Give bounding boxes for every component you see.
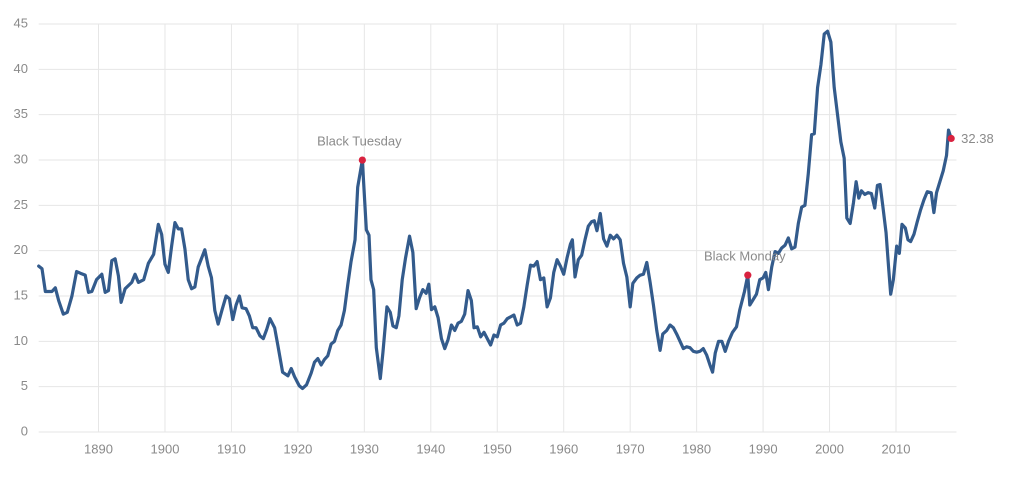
- y-tick-label: 10: [14, 333, 28, 348]
- x-tick-label: 1910: [217, 441, 246, 456]
- x-tick-label: 1960: [549, 441, 578, 456]
- x-tick-label: 1890: [84, 441, 113, 456]
- x-tick-label: 2000: [815, 441, 844, 456]
- y-tick-label: 40: [14, 61, 28, 76]
- x-tick-label: 1900: [151, 441, 180, 456]
- x-tick-label: 1980: [682, 441, 711, 456]
- y-tick-label: 20: [14, 242, 28, 257]
- x-tick-label: 1930: [350, 441, 379, 456]
- x-tick-label: 1920: [283, 441, 312, 456]
- annotation-marker: [358, 156, 366, 164]
- annotation-label: Black Tuesday: [317, 134, 402, 149]
- annotation-label: Black Monday: [704, 249, 786, 264]
- line-series: [37, 29, 953, 391]
- y-tick-label: 15: [14, 287, 28, 302]
- y-tick-label: 0: [21, 423, 28, 438]
- annotation-marker: [947, 134, 955, 143]
- x-tick-label: 1990: [749, 441, 778, 456]
- y-tick-label: 45: [14, 15, 28, 30]
- y-tick-label: 5: [21, 378, 28, 393]
- x-tick-label: 1970: [616, 441, 645, 456]
- x-tick-label: 1940: [416, 441, 445, 456]
- annotation-label: 32.38: [961, 131, 994, 146]
- x-tick-label: 1950: [483, 441, 512, 456]
- y-tick-label: 25: [14, 197, 28, 212]
- x-tick-label: 2010: [882, 441, 911, 456]
- y-tick-label: 30: [14, 151, 28, 166]
- annotation-marker: [744, 271, 752, 279]
- y-tick-label: 35: [14, 106, 28, 121]
